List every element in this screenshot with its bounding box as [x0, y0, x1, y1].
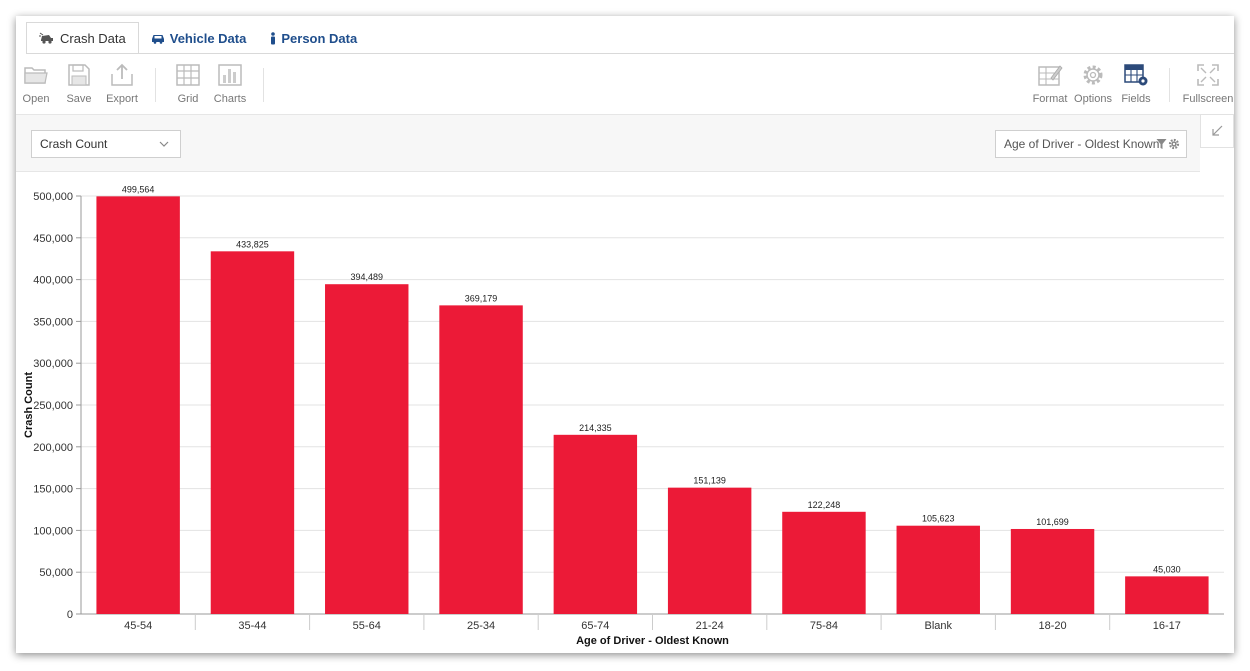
bar[interactable]	[782, 511, 866, 614]
chart-canvas: 0 50,000 100,000 150,000 200,000 250,000 300,0…	[23, 184, 1224, 647]
charts-button[interactable]: Charts	[208, 62, 252, 105]
tab-person-data[interactable]: Person Data	[258, 22, 369, 54]
bar-value-label: 105,623	[922, 514, 955, 524]
row-field-button[interactable]: Age of Driver - Oldest Known	[995, 130, 1187, 158]
save-icon	[68, 64, 90, 86]
tab-vehicle-data[interactable]: Vehicle Data	[139, 22, 259, 54]
pivot-app-window: Crash Data Vehicle Data Person Data	[16, 16, 1234, 653]
tab-crash-data[interactable]: Crash Data	[26, 22, 139, 54]
bar-value-label: 433,825	[236, 239, 269, 249]
y-tick-label: 300,000	[33, 358, 73, 370]
y-tick-label: 50,000	[39, 567, 73, 579]
save-button[interactable]: Save	[57, 62, 101, 105]
open-button[interactable]: Open	[14, 62, 58, 105]
bar[interactable]	[1125, 576, 1209, 614]
x-tick-label: 65-74	[581, 620, 609, 632]
fullscreen-button[interactable]: Fullscreen	[1183, 62, 1233, 105]
x-tick-label: 45-54	[124, 620, 152, 632]
bar[interactable]	[325, 284, 409, 614]
bar[interactable]	[210, 251, 295, 614]
bar[interactable]	[667, 487, 752, 614]
toolbar-separator	[155, 68, 156, 102]
open-label: Open	[22, 93, 50, 105]
toolbar-separator	[263, 68, 264, 102]
bar-value-label: 101,699	[1036, 517, 1069, 527]
bar-chart: 0 50,000 100,000 150,000 200,000 250,000 300,0…	[16, 173, 1234, 653]
bar-value-label: 394,489	[350, 272, 383, 282]
y-tick-label: 400,000	[33, 275, 73, 287]
export-icon	[111, 63, 133, 86]
fields-icon	[1124, 64, 1148, 86]
bar-chart-icon	[218, 64, 242, 86]
x-tick-label: 25-34	[467, 620, 495, 632]
fullscreen-icon	[1197, 64, 1219, 86]
gear-icon[interactable]	[1168, 138, 1180, 150]
toolbar: Open Save Export Grid	[16, 54, 1234, 114]
grid-icon	[176, 64, 200, 86]
folder-open-icon	[24, 67, 48, 84]
x-tick-label: 21-24	[696, 620, 724, 632]
collapse-arrow-icon	[1212, 125, 1223, 136]
bar[interactable]	[1010, 528, 1095, 614]
options-button[interactable]: Options	[1071, 62, 1115, 105]
x-tick-label: 18-20	[1038, 620, 1066, 632]
measure-select-value: Crash Count	[40, 137, 108, 151]
grid-label: Grid	[177, 93, 199, 105]
pivot-control-strip: Crash Count Age of Driver - Oldest Known	[16, 114, 1200, 172]
format-icon	[1038, 65, 1063, 86]
fullscreen-label: Fullscreen	[1182, 93, 1234, 105]
x-tick-label: 75-84	[810, 620, 838, 632]
bar-value-label: 369,179	[465, 293, 498, 303]
x-tick-label: 16-17	[1153, 620, 1181, 632]
tab-divider	[26, 53, 1234, 54]
x-axis-title: Age of Driver - Oldest Known	[576, 635, 729, 647]
y-axis-title: Crash Count	[23, 372, 35, 438]
tab-label: Vehicle Data	[169, 30, 247, 46]
y-tick-label: 100,000	[33, 525, 73, 537]
bar-value-label: 45,030	[1153, 564, 1181, 574]
measure-select[interactable]: Crash Count	[31, 130, 181, 158]
y-tick-label: 450,000	[33, 233, 73, 245]
car-icon	[151, 34, 164, 44]
y-tick-label: 200,000	[33, 442, 73, 454]
chevron-down-icon	[159, 141, 169, 147]
bar-value-label: 151,139	[693, 476, 726, 486]
gear-icon	[1083, 65, 1103, 85]
bar[interactable]	[553, 434, 638, 614]
bar[interactable]	[96, 196, 180, 614]
bar-value-label: 214,335	[579, 423, 612, 433]
y-tick-label: 0	[67, 609, 73, 621]
fields-button[interactable]: Fields	[1114, 62, 1158, 105]
x-tick-label: 55-64	[353, 620, 381, 632]
tab-bar: Crash Data Vehicle Data Person Data	[26, 22, 369, 54]
x-tick-label: 35-44	[238, 620, 266, 632]
person-icon	[271, 31, 276, 44]
car-crash-icon	[39, 32, 53, 44]
y-tick-label: 150,000	[33, 484, 73, 496]
options-label: Options	[1074, 93, 1112, 105]
format-button[interactable]: Format	[1028, 62, 1072, 105]
filter-icon[interactable]	[1156, 138, 1167, 150]
bar-value-label: 499,564	[122, 184, 155, 194]
grid-button[interactable]: Grid	[166, 62, 210, 105]
bar-value-label: 122,248	[808, 500, 841, 510]
row-field-label: Age of Driver - Oldest Known	[1004, 137, 1160, 151]
fields-label: Fields	[1121, 93, 1151, 105]
charts-label: Charts	[213, 93, 247, 105]
y-tick-label: 250,000	[33, 400, 73, 412]
collapse-button[interactable]	[1200, 114, 1234, 148]
export-label: Export	[106, 93, 138, 105]
tab-label: Person Data	[281, 30, 358, 46]
y-tick-label: 500,000	[33, 191, 73, 203]
toolbar-separator	[1169, 68, 1170, 102]
x-tick-label: Blank	[924, 620, 952, 632]
save-label: Save	[66, 93, 92, 105]
tab-label: Crash Data	[60, 30, 126, 46]
y-tick-label: 350,000	[33, 316, 73, 328]
bar[interactable]	[896, 525, 980, 614]
bar[interactable]	[439, 305, 523, 614]
format-label: Format	[1032, 93, 1068, 105]
export-button[interactable]: Export	[100, 62, 144, 105]
